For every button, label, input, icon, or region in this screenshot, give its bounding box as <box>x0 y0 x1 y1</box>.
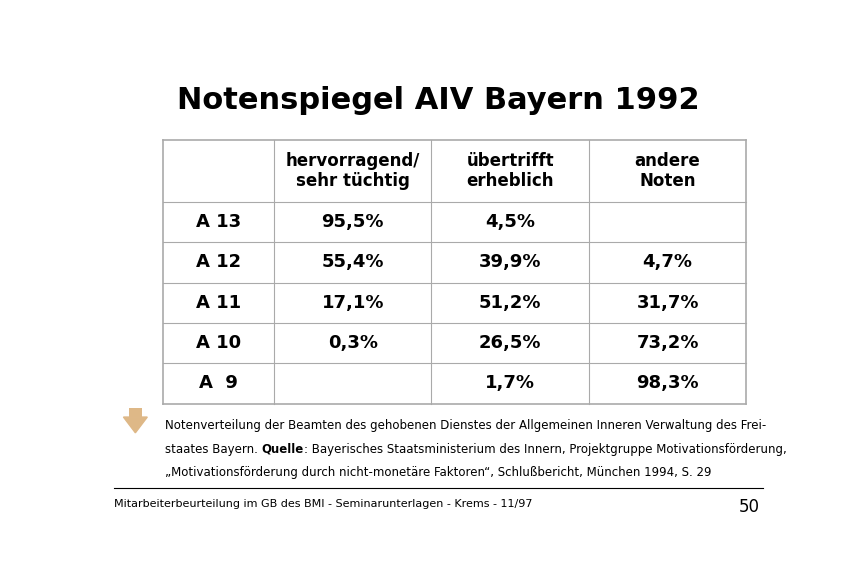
Text: 1,7%: 1,7% <box>485 374 535 393</box>
Text: 50: 50 <box>739 498 759 516</box>
Text: 39,9%: 39,9% <box>479 253 541 271</box>
Text: übertrifft
erheblich: übertrifft erheblich <box>466 152 554 191</box>
Text: 98,3%: 98,3% <box>636 374 699 393</box>
Text: hervorragend/
sehr tüchtig: hervorragend/ sehr tüchtig <box>286 152 420 191</box>
Text: Quelle: Quelle <box>262 443 304 456</box>
Text: A 11: A 11 <box>196 294 241 312</box>
Text: andere
Noten: andere Noten <box>634 152 700 191</box>
Text: A 13: A 13 <box>196 213 241 231</box>
Text: 17,1%: 17,1% <box>321 294 384 312</box>
Text: 95,5%: 95,5% <box>321 213 384 231</box>
Text: 73,2%: 73,2% <box>636 334 699 352</box>
Text: : Bayerisches Staatsministerium des Innern, Projektgruppe Motivationsförderung,: : Bayerisches Staatsministerium des Inne… <box>304 443 787 456</box>
Polygon shape <box>123 417 147 433</box>
Text: A 10: A 10 <box>196 334 241 352</box>
Text: 51,2%: 51,2% <box>479 294 541 312</box>
Text: Notenverteilung der Beamten des gehobenen Dienstes der Allgemeinen Inneren Verwa: Notenverteilung der Beamten des gehobene… <box>165 419 766 432</box>
Text: 31,7%: 31,7% <box>636 294 699 312</box>
Text: „Motivationsförderung durch nicht-monetäre Faktoren“, Schlußbericht, München 199: „Motivationsförderung durch nicht-monetä… <box>165 466 711 479</box>
Text: 4,5%: 4,5% <box>485 213 535 231</box>
Text: 26,5%: 26,5% <box>479 334 541 352</box>
Text: 55,4%: 55,4% <box>321 253 384 271</box>
Bar <box>129 408 142 417</box>
Text: 4,7%: 4,7% <box>643 253 693 271</box>
Text: Mitarbeiterbeurteilung im GB des BMI - Seminarunterlagen - Krems - 11/97: Mitarbeiterbeurteilung im GB des BMI - S… <box>114 500 532 510</box>
Text: 0,3%: 0,3% <box>327 334 378 352</box>
Text: A  9: A 9 <box>199 374 238 393</box>
Text: Notenspiegel AIV Bayern 1992: Notenspiegel AIV Bayern 1992 <box>177 86 699 115</box>
Text: staates Bayern.: staates Bayern. <box>165 443 262 456</box>
Text: A 12: A 12 <box>196 253 241 271</box>
